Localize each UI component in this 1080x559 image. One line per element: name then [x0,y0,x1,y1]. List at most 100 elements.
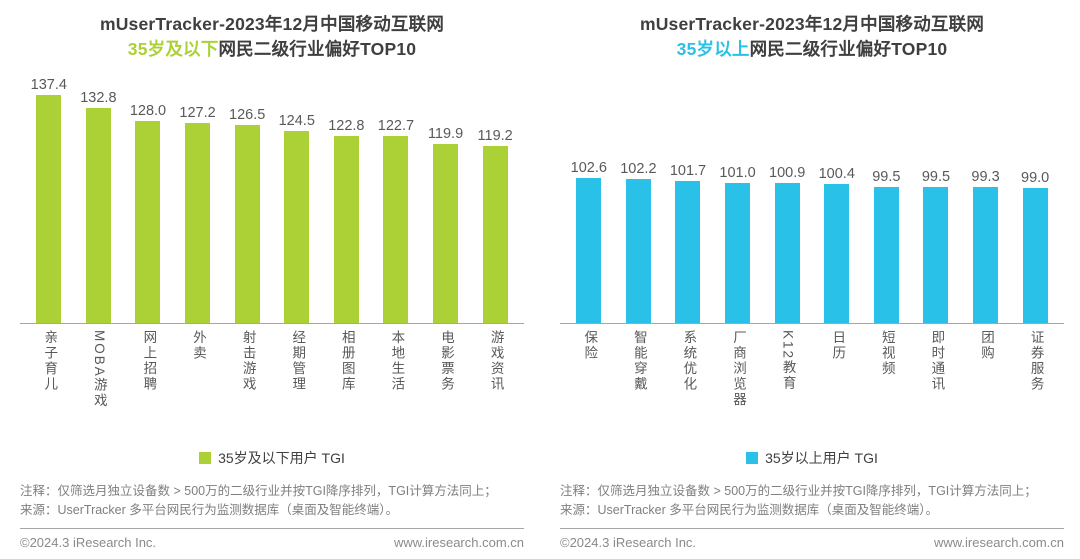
bar-value-label: 99.0 [1021,169,1050,186]
category-slot: 即时通讯 [911,330,961,442]
category-label: 亲子育儿 [42,329,58,392]
chart-title-line1: mUserTracker-2023年12月中国移动互联网 [99,14,445,34]
bar-column: 101.0 [713,69,763,323]
bar-value-label: 119.2 [477,127,513,144]
bar-column: 99.3 [961,69,1011,323]
bar [923,186,949,323]
chart-title-highlight: 35岁及以下 [127,39,219,60]
bar [482,145,508,323]
bar [625,178,651,323]
chart-title-highlight: 35岁以上 [676,39,750,60]
category-label: 厂商浏览器 [731,329,746,408]
category-slot: 团购 [961,330,1011,442]
legend-swatch [199,451,212,464]
category-slot: 短视频 [862,330,912,442]
bar-column: 122.8 [322,69,372,323]
category-slot: 本地生活 [371,330,421,442]
bar-value-label: 126.5 [229,106,266,123]
legend-swatch [746,451,759,464]
category-axis-under-35: 亲子育儿 MOBA游戏 网上招聘 外卖 射击游戏 经期管理 相册图库 本地生活 电影票务 游戏资讯 [20,330,524,442]
website-text: www.iresearch.com.cn [933,534,1064,550]
bar-value-label: 101.0 [719,164,756,181]
category-slot: K12教育 [762,330,812,442]
footnotes: 注释：仅筛选月独立设备数 > 500万的二级行业并按TGI降序排列，TGI计算方… [20,482,524,521]
category-label: 即时通讯 [929,329,945,392]
legend-label: 35岁以上用户 TGI [765,449,878,466]
bar-value-label: 102.6 [570,159,607,176]
bar-value-label: 102.2 [620,160,657,177]
category-label: 网上招聘 [141,329,157,392]
category-slot: 射击游戏 [222,330,272,442]
chart-title-rest: 网民二级行业偏好TOP10 [749,39,948,60]
legend-label: 35岁及以下用户 TGI [218,449,345,466]
bar [333,135,359,323]
category-slot: 亲子育儿 [24,330,74,442]
category-slot: 外卖 [173,330,223,442]
category-slot: 电影票务 [421,330,471,442]
bar [973,186,999,323]
category-label: 保险 [582,329,598,361]
bar-column: 100.9 [762,69,812,323]
bar [824,183,850,323]
bar-value-label: 100.4 [818,165,855,182]
bar [36,94,62,323]
bar-column: 126.5 [222,69,272,323]
category-label: 电影票务 [438,329,454,392]
category-label: 相册图库 [339,329,355,392]
bar-column: 99.5 [862,69,912,323]
category-slot: 相册图库 [322,330,372,442]
legend-over-35: 35岁以上用户 TGI [560,448,1064,468]
category-slot: 证券服务 [1010,330,1060,442]
category-label: 射击游戏 [240,329,256,392]
bar [284,130,310,323]
legend-under-35: 35岁及以下用户 TGI [20,448,524,468]
category-label: 系统优化 [681,329,697,392]
bar-value-label: 99.3 [971,168,1000,185]
bar [725,182,751,323]
bar-column: 137.4 [24,69,74,323]
category-slot: MOBA游戏 [74,330,124,442]
footnote-line: 来源：UserTracker 多平台网民行为监测数据库（桌面及智能终端）。 [20,503,399,518]
category-slot: 系统优化 [663,330,713,442]
category-slot: 日历 [812,330,862,442]
copyright-text: ©2024.3 iResearch Inc. [560,534,697,550]
category-label: 外卖 [191,329,206,361]
bar [383,135,409,323]
category-slot: 网上招聘 [123,330,173,442]
bar-column: 102.6 [564,69,614,323]
category-label: 团购 [978,329,994,361]
bar-column: 122.7 [371,69,421,323]
bar-column: 127.2 [173,69,223,323]
footnote-line: 注释：仅筛选月独立设备数 > 500万的二级行业并按TGI降序排列，TGI计算方… [560,483,1037,498]
category-slot: 经期管理 [272,330,322,442]
category-slot: 智能穿戴 [614,330,664,442]
bar-value-label: 100.9 [769,164,806,181]
bar-value-label: 101.7 [669,162,707,179]
bar-value-label: 99.5 [921,168,951,185]
bar-value-label: 99.5 [872,168,901,185]
chart-title-line1: mUserTracker-2023年12月中国移动互联网 [639,14,985,34]
bar-column: 99.5 [911,69,961,323]
category-label: K12教育 [780,329,796,391]
bar [576,177,602,323]
bar-value-label: 122.7 [377,117,415,134]
bar [873,186,899,323]
bar [135,120,161,323]
chart-title-rest: 网民二级行业偏好TOP10 [218,39,417,60]
bar-column: 132.8 [74,69,124,323]
chart-title-under-35: mUserTracker-2023年12月中国移动互联网 35岁及以下网民二级行… [20,12,524,63]
panel-footer: ©2024.3 iResearch Inc. www.iresearch.com… [560,529,1064,550]
divider [20,527,524,529]
bar-value-label: 124.5 [278,112,315,129]
copyright-text: ©2024.3 iResearch Inc. [20,534,157,550]
category-slot: 游戏资讯 [470,330,520,442]
category-label: 日历 [830,329,846,361]
bar-value-label: 128.0 [129,102,167,119]
category-label: 游戏资讯 [488,329,504,392]
divider [560,527,1064,529]
bar [433,143,459,323]
footnote-line: 来源：UserTracker 多平台网民行为监测数据库（桌面及智能终端）。 [560,503,939,518]
category-label: 本地生活 [389,329,405,392]
bar-value-label: 132.8 [80,89,117,106]
website-text: www.iresearch.com.cn [393,534,524,550]
